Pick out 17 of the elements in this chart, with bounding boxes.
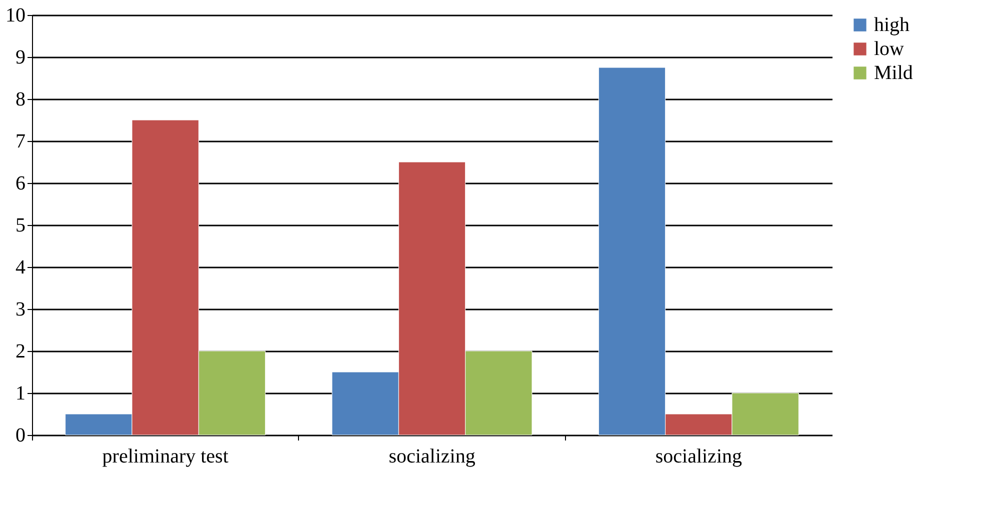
y-tick-label: 8 xyxy=(16,88,26,110)
legend-label: Mild xyxy=(874,62,913,84)
y-tick-label: 2 xyxy=(16,340,26,362)
x-tick-label: socializing xyxy=(655,446,742,468)
y-tick-label: 3 xyxy=(16,298,26,320)
x-tick-label: preliminary test xyxy=(102,446,229,468)
y-tick-label: 6 xyxy=(16,172,26,194)
y-tick-label: 10 xyxy=(6,4,26,26)
y-tick-label: 4 xyxy=(16,256,26,278)
y-tick-label: 9 xyxy=(16,46,26,68)
y-tick-label: 1 xyxy=(16,382,26,404)
x-tick-label: socializing xyxy=(388,446,476,468)
y-tick-label: 0 xyxy=(16,424,26,446)
legend-label: high xyxy=(874,14,910,36)
y-tick-label: 7 xyxy=(16,130,26,152)
y-tick-label: 5 xyxy=(16,214,26,236)
legend-label: low xyxy=(874,38,905,60)
